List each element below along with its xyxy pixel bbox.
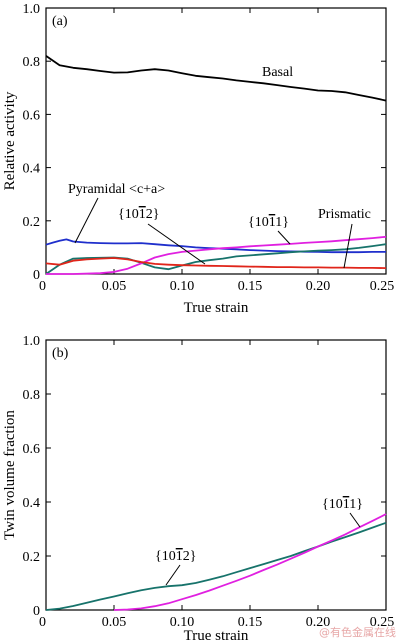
watermark: @有色金属在线 [319, 625, 396, 639]
panel-a-series-prismatic [45, 257, 387, 269]
panel-a-x-tick-label: 0.15 [238, 279, 263, 294]
panel-a-x-axis-title: True strain [184, 300, 249, 316]
annotation-b-twin-1011: {1011} [322, 497, 363, 512]
panel-b-y-tick-label: 0.6 [23, 442, 41, 457]
panel-a-y-tick-label: 0 [33, 268, 40, 283]
annotation-twin-1011: {1011} [248, 215, 289, 230]
annotation-basal: Basal [262, 65, 293, 80]
panel-b-x-tick-label: 0.25 [370, 615, 395, 630]
panel-b-series-10-11 [113, 513, 387, 611]
annotation-twin-1011-bar: 1 [269, 215, 276, 230]
panel-a-x-tick-label: 0.25 [370, 279, 395, 294]
annotation-b-twin-1012: {1012} [155, 549, 196, 564]
annotation-twin-1012-suffix: 2} [146, 207, 160, 222]
panel-b-series-10-12 [45, 521, 387, 611]
panel-a-y-tick-label: 0.4 [23, 162, 41, 177]
panel-b-y-tick-label: 0.2 [23, 550, 41, 565]
annotation-b-twin-1011-bar: 1 [343, 497, 350, 512]
panel-a-x-tick-label: 0.20 [306, 279, 331, 294]
panel-a-series-pyramidal-c-a [45, 238, 386, 254]
panel-a-series-10-11 [46, 235, 387, 275]
panel-a-x-tick-label: 0.05 [102, 279, 127, 294]
panel-a-y-axis-title: Relative activity [2, 91, 18, 190]
panel-b-label: (b) [52, 346, 69, 361]
panel-b-series [45, 513, 387, 611]
panel-a-x-tick-label: 0 [39, 279, 46, 294]
annotation-b-twin-1011-prefix: {10 [322, 497, 343, 512]
panel-b-y-tick-label: 0 [33, 604, 40, 619]
panel-b-x-tick-label: 0 [39, 615, 46, 630]
annotation-prismatic-leader [343, 223, 353, 269]
panel-a-series-basal [45, 55, 387, 102]
panel-b-y-tick-label: 1.0 [23, 334, 41, 349]
panel-b-frame [45, 339, 387, 611]
panel-a-label: (a) [52, 14, 68, 29]
annotation-b-twin-1012-prefix: {10 [155, 549, 176, 564]
annotation-twin-1012-prefix: {10 [118, 207, 139, 222]
annotation-b-twin-1012-bar: 1 [176, 549, 183, 564]
panel-b-x-tick-label: 0.05 [102, 615, 127, 630]
panel-b-x-tick-label: 0.20 [306, 615, 331, 630]
panel-a-ticks: 0 0.05 0.10 0.15 0.20 0.25 0 0.2 0.4 0.6 0.8 1.0 [23, 2, 395, 294]
panel-b-x-tick-label: 0.15 [238, 615, 263, 630]
panel-b-y-tick-label: 0.4 [23, 496, 41, 511]
panel-b-y-axis-title: Twin volume fraction [2, 410, 18, 540]
annotation-twin-1012-leader [147, 223, 206, 265]
panel-a-y-tick-label: 0.6 [23, 108, 41, 123]
panel-a-y-tick-label: 0.8 [23, 55, 41, 70]
annotation-b-twin-1011-leader [349, 512, 361, 528]
annotation-prismatic: Prismatic [318, 207, 371, 222]
annotation-b-twin-1012-leader [165, 564, 181, 586]
annotation-twin-1011-suffix: 1} [275, 215, 289, 230]
panel-b: (b) 0 0.05 0.10 0.15 0.20 0.25 0 0.2 0.4 0.6 0.8 1.… [2, 334, 394, 644]
panel-a-frame [45, 7, 387, 275]
panel-a-x-tick-label: 0.10 [170, 279, 195, 294]
panel-b-x-tick-label: 0.10 [170, 615, 195, 630]
panel-b-y-tick-label: 0.8 [23, 388, 41, 403]
annotation-pyramidal-leader [74, 197, 99, 244]
annotation-twin-1011-leader [277, 230, 291, 245]
panel-b-x-axis-title: True strain [184, 628, 249, 644]
panel-a: (a) 0 0.05 0.10 0.15 0.20 0.25 0 0.2 0.4 0.6 0.8 1.… [2, 2, 394, 316]
panel-a-y-tick-label: 0.2 [23, 215, 41, 230]
annotation-pyramidal: Pyramidal <c+a> [68, 182, 165, 197]
annotation-twin-1012-bar: 1 [139, 207, 146, 222]
annotation-twin-1011-prefix: {10 [248, 215, 269, 230]
panel-a-series [45, 55, 387, 275]
annotation-b-twin-1011-suffix: 1} [349, 497, 363, 512]
panel-b-ticks: 0 0.05 0.10 0.15 0.20 0.25 0 0.2 0.4 0.6 0.8 1.0 [23, 334, 395, 630]
annotation-twin-1012: {1012} [118, 207, 159, 222]
panel-a-y-tick-label: 1.0 [23, 2, 41, 17]
annotation-b-twin-1012-suffix: 2} [183, 549, 197, 564]
